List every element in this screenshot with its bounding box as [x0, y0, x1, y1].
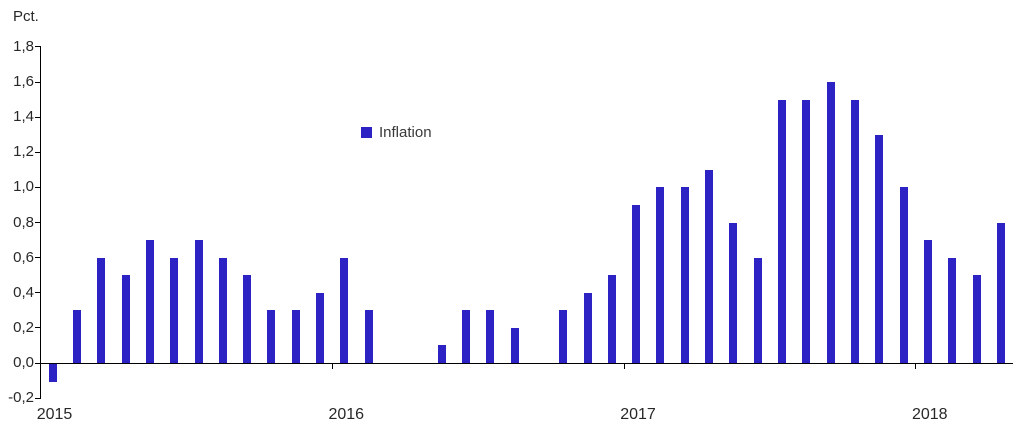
- y-tick-label: 1,2: [13, 143, 34, 161]
- bar: [996, 222, 1005, 363]
- bar: [899, 187, 908, 363]
- bar: [778, 99, 787, 363]
- x-year-label: 2017: [620, 406, 656, 423]
- bar: [632, 204, 641, 363]
- bar: [510, 327, 519, 363]
- x-tick: [915, 364, 917, 369]
- bar: [194, 240, 203, 363]
- bar: [145, 240, 154, 363]
- bar: [948, 257, 957, 363]
- bar: [802, 99, 811, 363]
- x-year-label: 2015: [36, 406, 73, 423]
- x-tick: [331, 364, 333, 369]
- y-axis-unit-label: Pct.: [13, 8, 39, 25]
- y-axis-line: [40, 47, 41, 398]
- bar: [607, 275, 616, 363]
- y-tick-label: 0,0: [13, 354, 34, 371]
- y-tick: [34, 362, 41, 364]
- y-tick-label: 1,4: [13, 108, 34, 126]
- bar: [97, 257, 106, 363]
- bar: [48, 364, 57, 382]
- bar: [316, 292, 325, 363]
- bar: [291, 310, 300, 363]
- y-tick: [34, 292, 41, 294]
- y-tick-label: -0,2: [8, 389, 34, 407]
- y-tick: [34, 257, 41, 259]
- x-year-label: 2018: [911, 406, 948, 423]
- bar: [121, 275, 130, 363]
- bar: [656, 187, 665, 363]
- x-year-label: 2016: [328, 406, 365, 423]
- bar: [729, 222, 738, 363]
- y-tick-label: 1,0: [13, 178, 34, 196]
- y-tick-label: 1,8: [13, 37, 34, 55]
- bar: [243, 275, 252, 363]
- y-tick: [34, 81, 41, 83]
- bar: [680, 187, 689, 363]
- y-tick: [34, 186, 41, 188]
- bar: [972, 275, 981, 363]
- y-tick-label: 0,2: [13, 318, 34, 336]
- bar: [850, 99, 859, 363]
- bar: [875, 134, 884, 363]
- bar: [218, 257, 227, 363]
- bar: [461, 310, 470, 363]
- y-tick: [34, 116, 41, 118]
- y-tick: [34, 46, 41, 48]
- y-tick: [34, 222, 41, 224]
- bar: [559, 310, 568, 363]
- legend-swatch-icon: [361, 127, 372, 138]
- y-tick-label: 0,6: [13, 248, 34, 266]
- bar: [340, 257, 349, 363]
- bar: [583, 292, 592, 363]
- bar: [753, 257, 762, 363]
- y-tick-label: 1,6: [13, 73, 34, 91]
- y-tick: [34, 151, 41, 153]
- y-tick: [34, 327, 41, 329]
- bar: [437, 345, 446, 363]
- bar: [923, 240, 932, 363]
- y-tick-label: 0,4: [13, 283, 34, 301]
- y-tick: [34, 397, 41, 399]
- bar: [826, 82, 835, 363]
- bar: [72, 310, 81, 363]
- bar: [170, 257, 179, 363]
- bar: [486, 310, 495, 363]
- x-tick: [623, 364, 625, 369]
- bar: [267, 310, 276, 363]
- y-tick-label: 0,8: [13, 213, 34, 231]
- legend: Inflation: [361, 124, 432, 141]
- x-axis-baseline: [40, 363, 1013, 364]
- bar: [364, 310, 373, 363]
- bar: [705, 169, 714, 363]
- legend-label: Inflation: [379, 124, 432, 141]
